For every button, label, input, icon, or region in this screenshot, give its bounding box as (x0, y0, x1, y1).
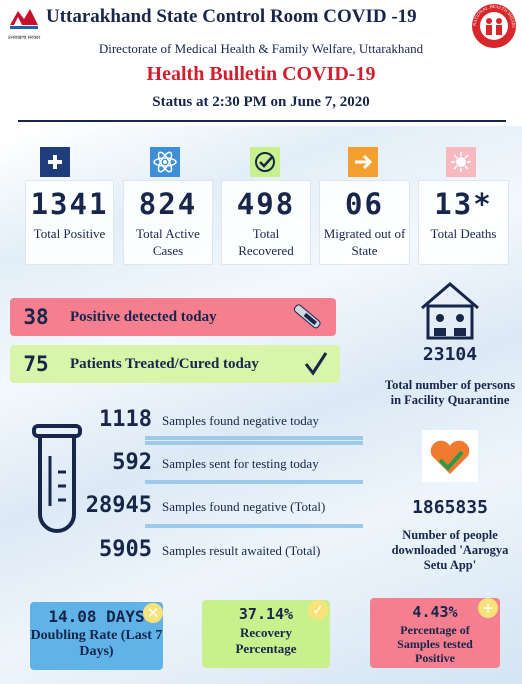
row-rule (145, 436, 363, 440)
subtitle: Directorate of Medical Health & Family W… (98, 41, 424, 56)
value: 4.43% (412, 603, 458, 621)
thermometer-icon (293, 304, 321, 329)
sample-value: 1118 (99, 407, 152, 432)
card-icon: ✕ (143, 603, 163, 623)
stat-value: 1341 (30, 187, 109, 221)
quarantine-icon (421, 282, 479, 340)
icon-positive (40, 147, 70, 177)
positivity-card: 4.43% Percentage of Samples tested Posit… (370, 598, 500, 668)
value: 14.08 DAYS (48, 607, 145, 626)
sample-label: Samples sent for testing today (162, 456, 319, 471)
value: 37.14% (238, 605, 294, 623)
icon-recovered (250, 147, 280, 177)
sample-label: Samples found negative (Total) (162, 499, 326, 514)
aarogya-value: 1865835 (412, 497, 488, 518)
emblem-text: उत्तराखण्ड सरकार (8, 35, 41, 41)
value: 38 (23, 305, 49, 329)
doubling-card: 14.08 DAYS Doubling Rate (Last 7 Days) (30, 602, 163, 670)
value: 75 (23, 352, 49, 376)
icon-active (150, 147, 180, 177)
stat-card: 13* Total Deaths (418, 180, 509, 265)
stat-card: 06 Migrated out of State (319, 180, 410, 265)
aarogya-icon (422, 430, 478, 482)
sample-value: 5905 (99, 537, 152, 562)
card-icon: + (478, 598, 498, 618)
stat-value: 13* (434, 187, 493, 221)
stat-value: 824 (138, 187, 198, 221)
quarantine-label: Total number of persons in Facility Quar… (384, 378, 516, 407)
cured-today-bar: 75 Patients Treated/Cured today (10, 345, 340, 383)
sample-label: Samples result awaited (Total) (162, 543, 321, 558)
row-rule (145, 524, 363, 528)
nhm-logo: NATIONAL HEALTH MISSION (470, 2, 516, 48)
row-rule (145, 441, 363, 445)
label: Patients Treated/Cured today (70, 355, 259, 372)
icon-deaths (446, 147, 476, 177)
stat-card: 824 Total Active Cases (123, 180, 213, 265)
stat-label: Total Deaths (430, 226, 497, 241)
sample-value: 592 (112, 450, 152, 475)
header-bg (0, 0, 522, 126)
sample-value: 28945 (85, 493, 152, 518)
positive-today-bar: 38 Positive detected today (10, 298, 336, 336)
sample-label: Samples found negative today (162, 413, 320, 428)
stat-label: Total Active Cases (136, 226, 200, 258)
bulletin-title: Health Bulletin COVID-19 (146, 63, 376, 85)
label: Doubling Rate (Last 7 Days) (30, 628, 163, 659)
row-rule (145, 480, 363, 484)
check-icon (304, 352, 328, 376)
divider (18, 120, 506, 122)
title: Uttarakhand State Control Room COVID -19 (46, 6, 417, 27)
stat-card: 498 Total Recovered (221, 180, 311, 265)
aarogya-label: Number of people downloaded 'Aarogya Set… (391, 528, 509, 572)
quarantine-value: 23104 (422, 344, 478, 365)
label: Percentage of Samples tested Positive (397, 623, 473, 665)
label: Recovery Percentage (235, 625, 297, 656)
stat-label: Migrated out of State (323, 226, 406, 258)
test-tube-icon (32, 424, 82, 533)
stat-value: 06 (345, 187, 384, 221)
stat-label: Total Recovered (238, 226, 294, 258)
icon-migrated (348, 147, 378, 177)
stat-label: Total Positive (33, 226, 106, 241)
stat-value: 498 (236, 187, 296, 221)
label: Positive detected today (70, 308, 217, 325)
stat-card: 1341 Total Positive (25, 180, 114, 265)
state-emblem: उत्तराखण्ड सरकार (8, 9, 41, 41)
card-icon: ✓ (308, 600, 328, 620)
status: Status at 2:30 PM on June 7, 2020 (152, 94, 370, 110)
